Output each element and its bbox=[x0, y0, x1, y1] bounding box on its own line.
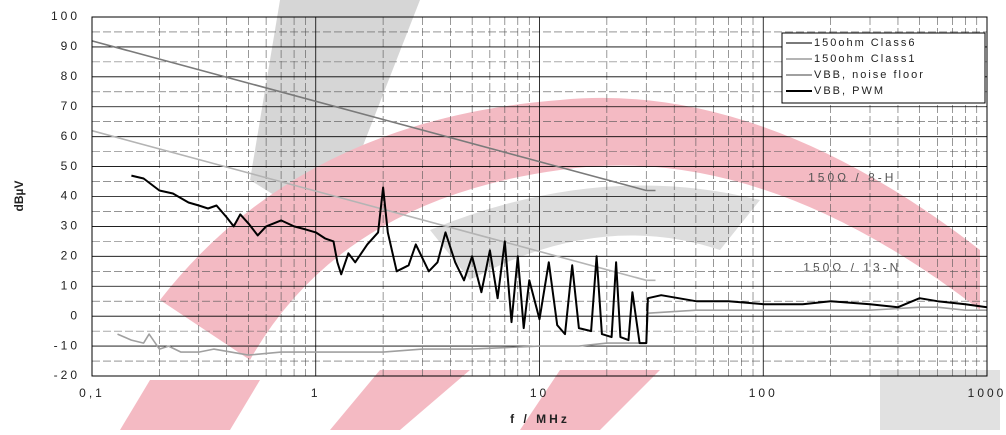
y-tick-label: 90 bbox=[61, 39, 80, 53]
y-axis-label: dBµV bbox=[12, 181, 26, 212]
y-tick-label: 0 bbox=[70, 308, 80, 322]
legend-label: VBB, noise floor bbox=[814, 69, 925, 81]
y-tick-label: 80 bbox=[61, 69, 80, 83]
y-tick-label: 100 bbox=[51, 9, 80, 23]
y-tick-label: 10 bbox=[61, 278, 80, 292]
x-tick-label: 100 bbox=[749, 386, 778, 400]
legend-label: 150ohm Class6 bbox=[814, 37, 916, 49]
watermark-shape bbox=[880, 370, 1000, 430]
y-tick-label: 50 bbox=[61, 159, 80, 173]
legend-label: VBB, PWM bbox=[814, 85, 885, 97]
y-tick-label: 20 bbox=[61, 249, 80, 263]
x-tick-label: 1000 bbox=[968, 386, 1006, 400]
watermark-shape bbox=[120, 370, 660, 430]
legend-box bbox=[781, 32, 986, 104]
legend: 150ohm Class6 150ohm Class1 VBB, noise flo… bbox=[781, 32, 986, 104]
watermark-shape bbox=[250, 0, 420, 230]
grid bbox=[91, 16, 988, 377]
series-line bbox=[131, 174, 988, 345]
x-axis-label: f / MHz bbox=[510, 412, 570, 426]
series-line bbox=[117, 306, 987, 356]
y-tick-label: -20 bbox=[54, 368, 80, 382]
legend-label: 150ohm Class1 bbox=[814, 53, 916, 65]
x-tick-label: 1 bbox=[311, 386, 321, 400]
plot-frame bbox=[91, 16, 988, 377]
annotation: 150Ω / 13-N bbox=[803, 260, 901, 274]
y-tick-label: 30 bbox=[61, 219, 80, 233]
y-tick-label: 40 bbox=[61, 189, 80, 203]
y-tick-label: 70 bbox=[61, 99, 80, 113]
series-line bbox=[91, 40, 656, 192]
x-tick-label: 0,1 bbox=[79, 386, 105, 400]
x-tick-label: 10 bbox=[530, 386, 549, 400]
watermark-shape bbox=[160, 97, 980, 360]
y-tick-label: 60 bbox=[61, 129, 80, 143]
annotation: 150Ω / 8-H bbox=[808, 171, 896, 185]
y-tick-label: -10 bbox=[54, 338, 80, 352]
series-line bbox=[91, 129, 656, 282]
plot: 150Ω / 8-H 150Ω / 13-N bbox=[91, 40, 988, 356]
